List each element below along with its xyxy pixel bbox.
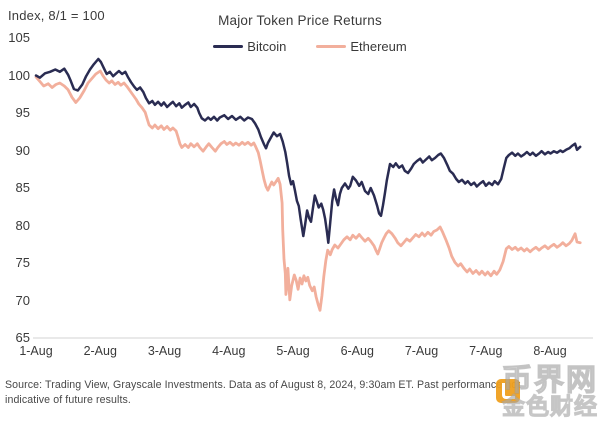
legend-label-bitcoin: Bitcoin: [247, 39, 287, 54]
legend-item-ethereum: Ethereum: [316, 39, 407, 54]
y-axis-tick-label: 80: [15, 217, 30, 233]
price-returns-chart: [33, 57, 593, 339]
ethereum-line: [34, 69, 582, 312]
y-axis-tick-label: 65: [15, 330, 30, 345]
y-axis-tick-label: 105: [8, 30, 30, 45]
chart-title: Major Token Price Returns: [218, 13, 382, 28]
x-axis-tick-label: 7-Aug: [404, 344, 439, 358]
legend: Bitcoin Ethereum: [140, 39, 480, 54]
source-note-line2: indicative of future results.: [5, 393, 131, 406]
bitcoin-line-swatch-icon: [213, 45, 244, 48]
x-axis-tick-label: 8-Aug: [533, 344, 567, 358]
x-axis-tick-label: 7-Aug: [469, 344, 503, 358]
legend-item-bitcoin: Bitcoin: [213, 39, 286, 54]
x-axis-tick-label: 6-Aug: [340, 344, 374, 358]
y-axis-tick-label: 100: [8, 67, 30, 83]
x-axis-tick-label: 5-Aug: [276, 344, 310, 358]
x-axis-tick-label: 3-Aug: [147, 344, 182, 358]
x-axis-tick-label: 1-Aug: [19, 344, 53, 358]
x-axis-tick-label: 2-Aug: [83, 344, 117, 358]
y-axis-tick-label: 90: [15, 142, 30, 158]
x-axis-tick-label: 4-Aug: [212, 344, 246, 358]
bitcoin-line: [34, 57, 582, 244]
source-note: Source: Trading View, Grayscale Investme…: [5, 378, 585, 407]
y-axis-tick-label: 85: [15, 180, 30, 195]
legend-label-ethereum: Ethereum: [350, 39, 407, 54]
index-note: Index, 8/1 = 100: [8, 8, 105, 23]
y-axis-tick-label: 95: [15, 105, 30, 120]
y-axis-tick-label: 70: [15, 292, 30, 308]
y-axis-tick-label: 75: [15, 255, 30, 270]
ethereum-line-swatch-icon: [316, 45, 347, 48]
source-note-line1: Source: Trading View, Grayscale Investme…: [5, 379, 521, 391]
